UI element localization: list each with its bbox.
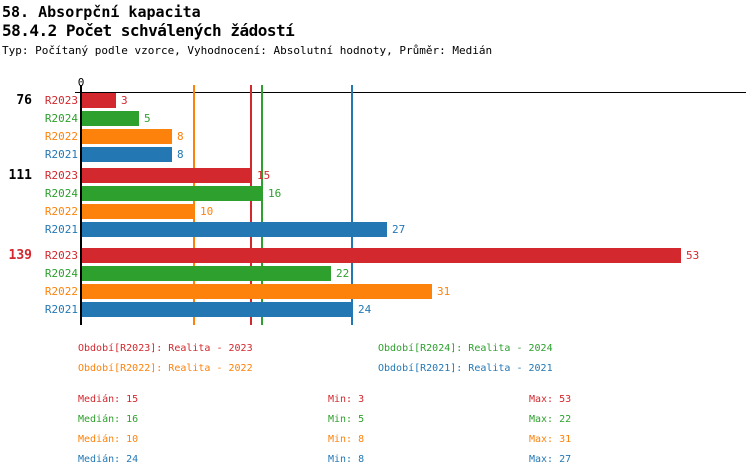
stat-min-R2022: Min: 8 xyxy=(328,434,365,445)
legend-item-R2023: Období[R2023]: Realita - 2023 xyxy=(78,343,253,354)
bar-R2022-group-76 xyxy=(82,129,172,144)
bar-R2024-group-76 xyxy=(82,111,139,126)
bar-value-label: 8 xyxy=(177,148,184,161)
stat-min-R2021: Min: 8 xyxy=(328,454,365,465)
stat-max-R2021: Max: 27 xyxy=(529,454,572,465)
stat-median-R2022: Medián: 10 xyxy=(78,434,139,445)
row-label-R2024: R2024 xyxy=(44,112,78,125)
group-label-139: 139 xyxy=(8,248,32,263)
stat-max-R2022: Max: 31 xyxy=(529,434,572,445)
bar-R2022-group-139 xyxy=(82,284,432,299)
bar-value-label: 16 xyxy=(268,187,282,200)
chart-subtitle: 58.4.2 Počet schválených žádostí xyxy=(2,21,295,40)
bar-value-label: 22 xyxy=(336,267,350,280)
group-label-111: 111 xyxy=(8,168,32,183)
bar-value-label: 15 xyxy=(257,169,271,182)
x-axis-line xyxy=(75,92,746,93)
bar-value-label: 3 xyxy=(121,94,128,107)
legend-item-R2024: Období[R2024]: Realita - 2024 xyxy=(378,343,553,354)
row-label-R2024: R2024 xyxy=(44,187,78,200)
row-label-R2023: R2023 xyxy=(44,249,78,262)
bar-value-label: 5 xyxy=(144,112,151,125)
stat-median-R2023: Medián: 15 xyxy=(78,394,139,405)
row-label-R2022: R2022 xyxy=(44,130,78,143)
row-label-R2024: R2024 xyxy=(44,267,78,280)
legend-item-R2021: Období[R2021]: Realita - 2021 xyxy=(378,363,553,374)
stat-min-R2023: Min: 3 xyxy=(328,394,365,405)
bar-value-label: 10 xyxy=(200,205,214,218)
row-label-R2021: R2021 xyxy=(44,223,78,236)
bar-R2021-group-139 xyxy=(82,302,353,317)
stat-max-R2024: Max: 22 xyxy=(529,414,572,425)
bar-R2024-group-111 xyxy=(82,186,263,201)
median-line-R2023 xyxy=(250,85,252,325)
bar-value-label: 24 xyxy=(358,303,372,316)
bar-value-label: 8 xyxy=(177,130,184,143)
median-line-R2024 xyxy=(261,85,263,325)
legend-item-R2022: Období[R2022]: Realita - 2022 xyxy=(78,363,253,374)
bar-value-label: 53 xyxy=(686,249,700,262)
bar-R2021-group-76 xyxy=(82,147,172,162)
bar-R2023-group-76 xyxy=(82,93,116,108)
axis-zero-label: 0 xyxy=(77,76,85,89)
row-label-R2022: R2022 xyxy=(44,285,78,298)
page-title: 58. Absorpční kapacita xyxy=(2,3,201,21)
bar-R2023-group-139 xyxy=(82,248,681,263)
stat-min-R2024: Min: 5 xyxy=(328,414,365,425)
row-label-R2022: R2022 xyxy=(44,205,78,218)
bar-R2024-group-139 xyxy=(82,266,331,281)
bar-R2022-group-111 xyxy=(82,204,195,219)
bar-R2021-group-111 xyxy=(82,222,387,237)
stat-max-R2023: Max: 53 xyxy=(529,394,572,405)
stat-median-R2024: Medián: 16 xyxy=(78,414,139,425)
row-label-R2021: R2021 xyxy=(44,148,78,161)
chart-meta-line: Typ: Počítaný podle vzorce, Vyhodnocení:… xyxy=(2,44,493,57)
group-label-76: 76 xyxy=(16,93,32,108)
row-label-R2023: R2023 xyxy=(44,169,78,182)
bar-R2023-group-111 xyxy=(82,168,252,183)
median-line-R2021 xyxy=(351,85,353,325)
stat-median-R2021: Medián: 24 xyxy=(78,454,139,465)
row-label-R2021: R2021 xyxy=(44,303,78,316)
row-label-R2023: R2023 xyxy=(44,94,78,107)
bar-value-label: 31 xyxy=(437,285,451,298)
y-axis-line xyxy=(80,85,82,325)
bar-value-label: 27 xyxy=(392,223,406,236)
